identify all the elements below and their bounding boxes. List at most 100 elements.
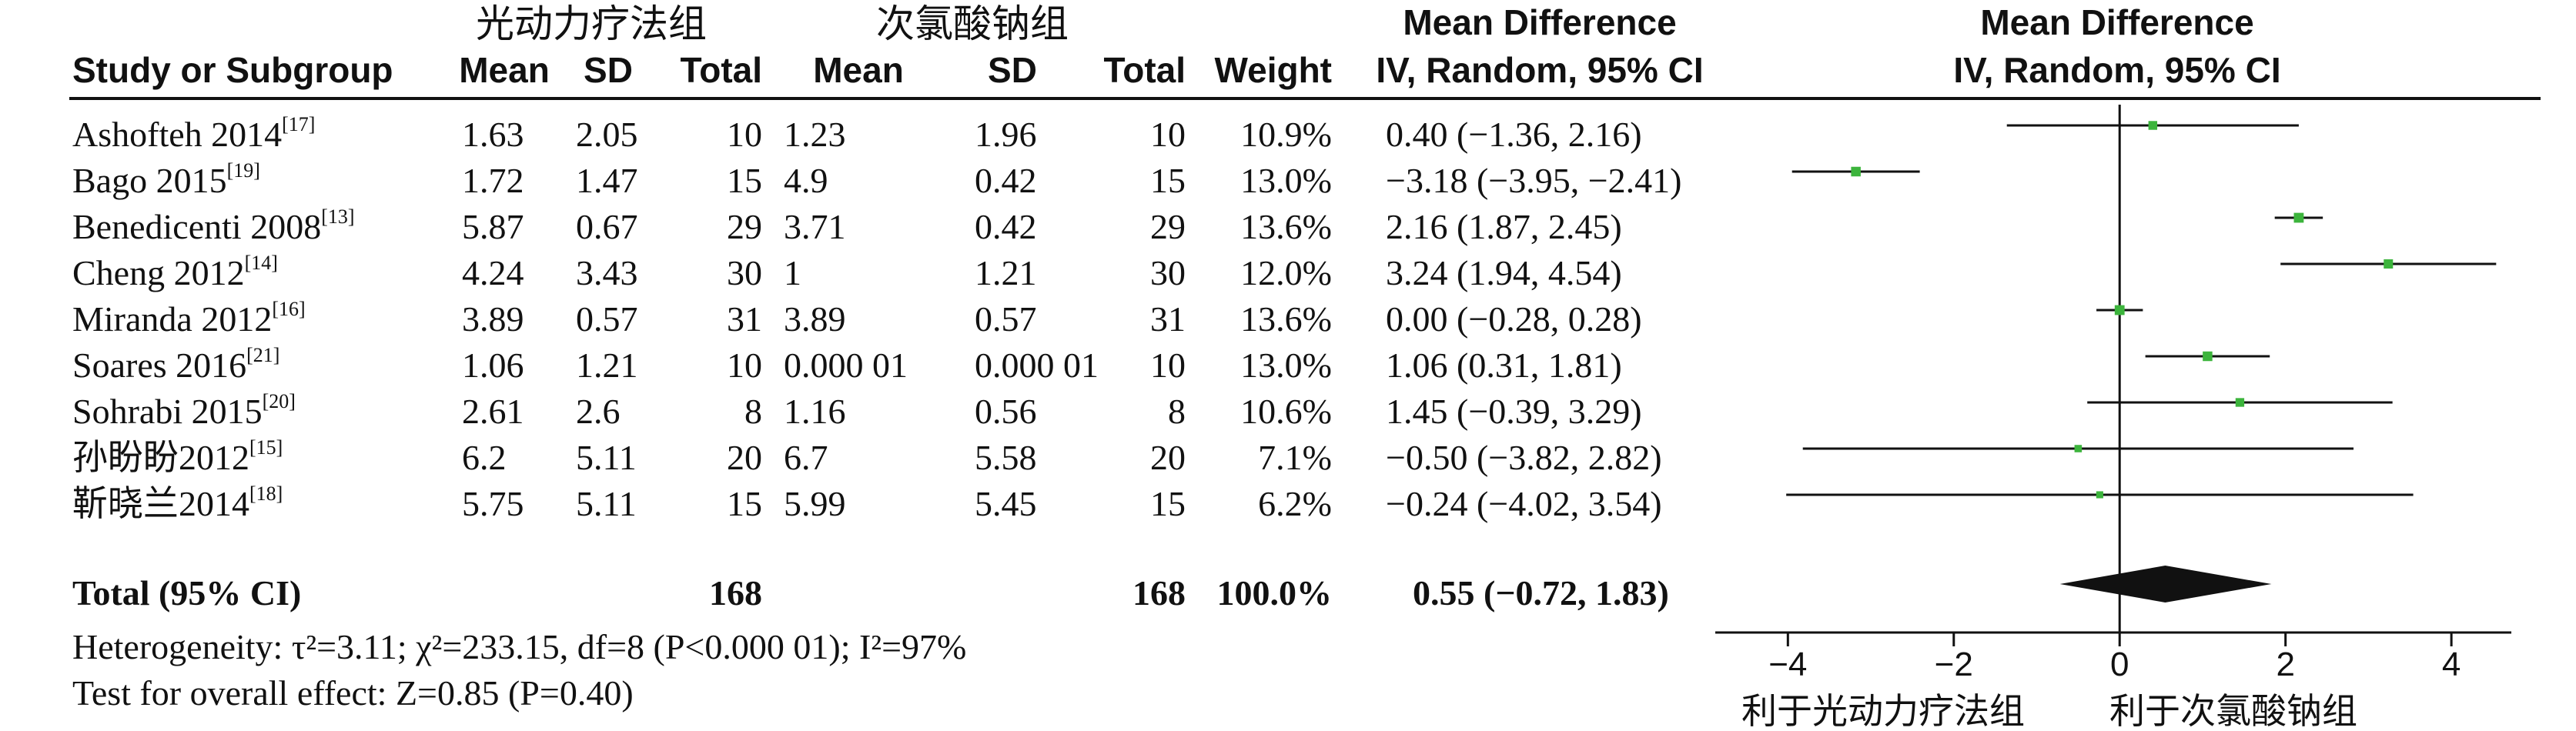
x-tick-label: 4 bbox=[2442, 646, 2461, 683]
study-name: Bago 2015[19] bbox=[72, 161, 260, 200]
md-ci-cell: 1.45 (−0.39, 3.29) bbox=[1386, 392, 1642, 431]
ctl-mean-header: Mean bbox=[813, 50, 904, 90]
weight-cell: 10.9% bbox=[1240, 115, 1332, 154]
weight-header: Weight bbox=[1214, 50, 1332, 90]
study-reference: [13] bbox=[321, 205, 355, 228]
ctl-mean-cell: 1 bbox=[784, 253, 801, 292]
exp-total-cell: 15 bbox=[727, 484, 762, 523]
exp-mean-header: Mean bbox=[459, 50, 550, 90]
ctl-sd-cell: 5.45 bbox=[975, 484, 1037, 523]
header-rule bbox=[69, 97, 2541, 100]
md-ci-cell: 3.24 (1.94, 4.54) bbox=[1386, 253, 1622, 292]
study-reference: [18] bbox=[249, 482, 283, 505]
exp-total-cell: 8 bbox=[744, 392, 762, 431]
study-column-header: Study or Subgroup bbox=[72, 50, 393, 90]
ctl-mean-cell: 1.23 bbox=[784, 115, 846, 154]
x-tick-label: 0 bbox=[2110, 646, 2129, 683]
study-name-text: Miranda 2012 bbox=[72, 299, 273, 339]
x-tick-label: −4 bbox=[1768, 646, 1807, 683]
study-reference: [21] bbox=[246, 344, 280, 366]
study-name: Cheng 2012[14] bbox=[72, 252, 278, 292]
study-reference: [15] bbox=[249, 436, 283, 459]
md-method-plot: IV, Random, 95% CI bbox=[1953, 50, 2281, 90]
exp-mean-cell: 3.89 bbox=[462, 299, 524, 339]
effect-point bbox=[2148, 121, 2158, 130]
study-name-text: 孙盼盼2012 bbox=[72, 438, 249, 477]
ctl-total-cell: 10 bbox=[1150, 115, 1186, 154]
exp-total-header: Total bbox=[680, 50, 762, 90]
effect-point bbox=[1851, 166, 1861, 177]
study-name-text: Cheng 2012 bbox=[72, 253, 245, 292]
md-ci-cell: −3.18 (−3.95, −2.41) bbox=[1386, 161, 1682, 200]
ctl-mean-cell: 0.000 01 bbox=[784, 345, 908, 385]
exp-mean-cell: 5.87 bbox=[462, 207, 524, 246]
md-ci-cell: 0.40 (−1.36, 2.16) bbox=[1386, 115, 1642, 154]
study-name-text: 靳晓兰2014 bbox=[72, 484, 249, 523]
total-n1: 168 bbox=[709, 573, 762, 613]
favours-right-label: 利于次氯酸钠组 bbox=[2109, 691, 2357, 731]
ctl-sd-cell: 1.21 bbox=[975, 253, 1037, 292]
study-reference: [19] bbox=[226, 159, 260, 182]
exp-total-cell: 15 bbox=[727, 161, 762, 200]
ctl-sd-cell: 0.000 01 bbox=[975, 345, 1099, 385]
ctl-sd-header: SD bbox=[988, 50, 1037, 90]
weight-cell: 13.6% bbox=[1240, 207, 1332, 246]
ctl-mean-cell: 1.16 bbox=[784, 392, 846, 431]
md-method-table: IV, Random, 95% CI bbox=[1376, 50, 1704, 90]
heterogeneity-text: Heterogeneity: τ²=3.11; χ²=233.15, df=8 … bbox=[72, 627, 967, 666]
md-ci-cell: 1.06 (0.31, 1.81) bbox=[1386, 345, 1622, 385]
weight-cell: 13.0% bbox=[1240, 345, 1332, 385]
ctl-mean-cell: 3.89 bbox=[784, 299, 846, 339]
weight-cell: 13.6% bbox=[1240, 299, 1332, 339]
exp-total-cell: 31 bbox=[727, 299, 762, 339]
ctl-sd-cell: 0.42 bbox=[975, 207, 1037, 246]
effect-point bbox=[2074, 445, 2083, 452]
ctl-sd-cell: 5.58 bbox=[975, 438, 1037, 477]
ctl-total-cell: 29 bbox=[1150, 207, 1186, 246]
weight-cell: 7.1% bbox=[1258, 438, 1332, 477]
overall-effect-text: Test for overall effect: Z=0.85 (P=0.40) bbox=[72, 673, 634, 713]
exp-sd-header: SD bbox=[584, 50, 633, 90]
study-name: 靳晓兰2014[18] bbox=[72, 484, 283, 523]
exp-mean-cell: 4.24 bbox=[462, 253, 524, 292]
experimental-group-header: 光动力疗法组 bbox=[476, 2, 707, 45]
weight-cell: 10.6% bbox=[1240, 392, 1332, 431]
overall-diamond bbox=[2059, 566, 2272, 602]
effect-point bbox=[2293, 212, 2304, 223]
study-name: Ashofteh 2014[17] bbox=[72, 115, 315, 154]
exp-total-cell: 20 bbox=[727, 438, 762, 477]
ctl-mean-cell: 3.71 bbox=[784, 207, 846, 246]
study-name: Miranda 2012[16] bbox=[72, 299, 306, 339]
study-name: Benedicenti 2008[13] bbox=[72, 207, 355, 245]
md-ci-cell: −0.50 (−3.82, 2.82) bbox=[1386, 438, 1662, 477]
exp-total-cell: 30 bbox=[727, 253, 762, 292]
effect-point bbox=[2096, 491, 2103, 499]
md-title-table: Mean Difference bbox=[1403, 2, 1677, 42]
exp-mean-cell: 1.72 bbox=[462, 161, 524, 200]
study-name-text: Ashofteh 2014 bbox=[72, 115, 283, 154]
weight-cell: 13.0% bbox=[1240, 161, 1332, 200]
ctl-total-cell: 8 bbox=[1168, 392, 1186, 431]
exp-sd-cell: 1.21 bbox=[576, 345, 638, 385]
md-ci-cell: 0.00 (−0.28, 0.28) bbox=[1386, 299, 1642, 339]
study-name-text: Bago 2015 bbox=[72, 161, 227, 200]
ctl-mean-cell: 5.99 bbox=[784, 484, 846, 523]
favours-left-label: 利于光动力疗法组 bbox=[1741, 691, 2025, 731]
total-label: Total (95% CI) bbox=[72, 573, 302, 613]
exp-total-cell: 10 bbox=[727, 345, 762, 385]
exp-total-cell: 29 bbox=[727, 207, 762, 246]
x-tick-label: 2 bbox=[2276, 646, 2294, 683]
total-weight: 100.0% bbox=[1216, 573, 1333, 613]
exp-mean-cell: 1.63 bbox=[462, 115, 524, 154]
study-reference: [14] bbox=[244, 252, 278, 274]
study-name-text: Soares 2016 bbox=[72, 345, 247, 385]
study-reference: [16] bbox=[272, 298, 306, 320]
exp-sd-cell: 0.57 bbox=[576, 299, 638, 339]
exp-sd-cell: 0.67 bbox=[576, 207, 638, 246]
effect-point bbox=[2235, 398, 2245, 407]
ctl-sd-cell: 0.42 bbox=[975, 161, 1037, 200]
exp-sd-cell: 1.47 bbox=[576, 161, 638, 200]
exp-sd-cell: 5.11 bbox=[576, 438, 637, 477]
exp-total-cell: 10 bbox=[727, 115, 762, 154]
